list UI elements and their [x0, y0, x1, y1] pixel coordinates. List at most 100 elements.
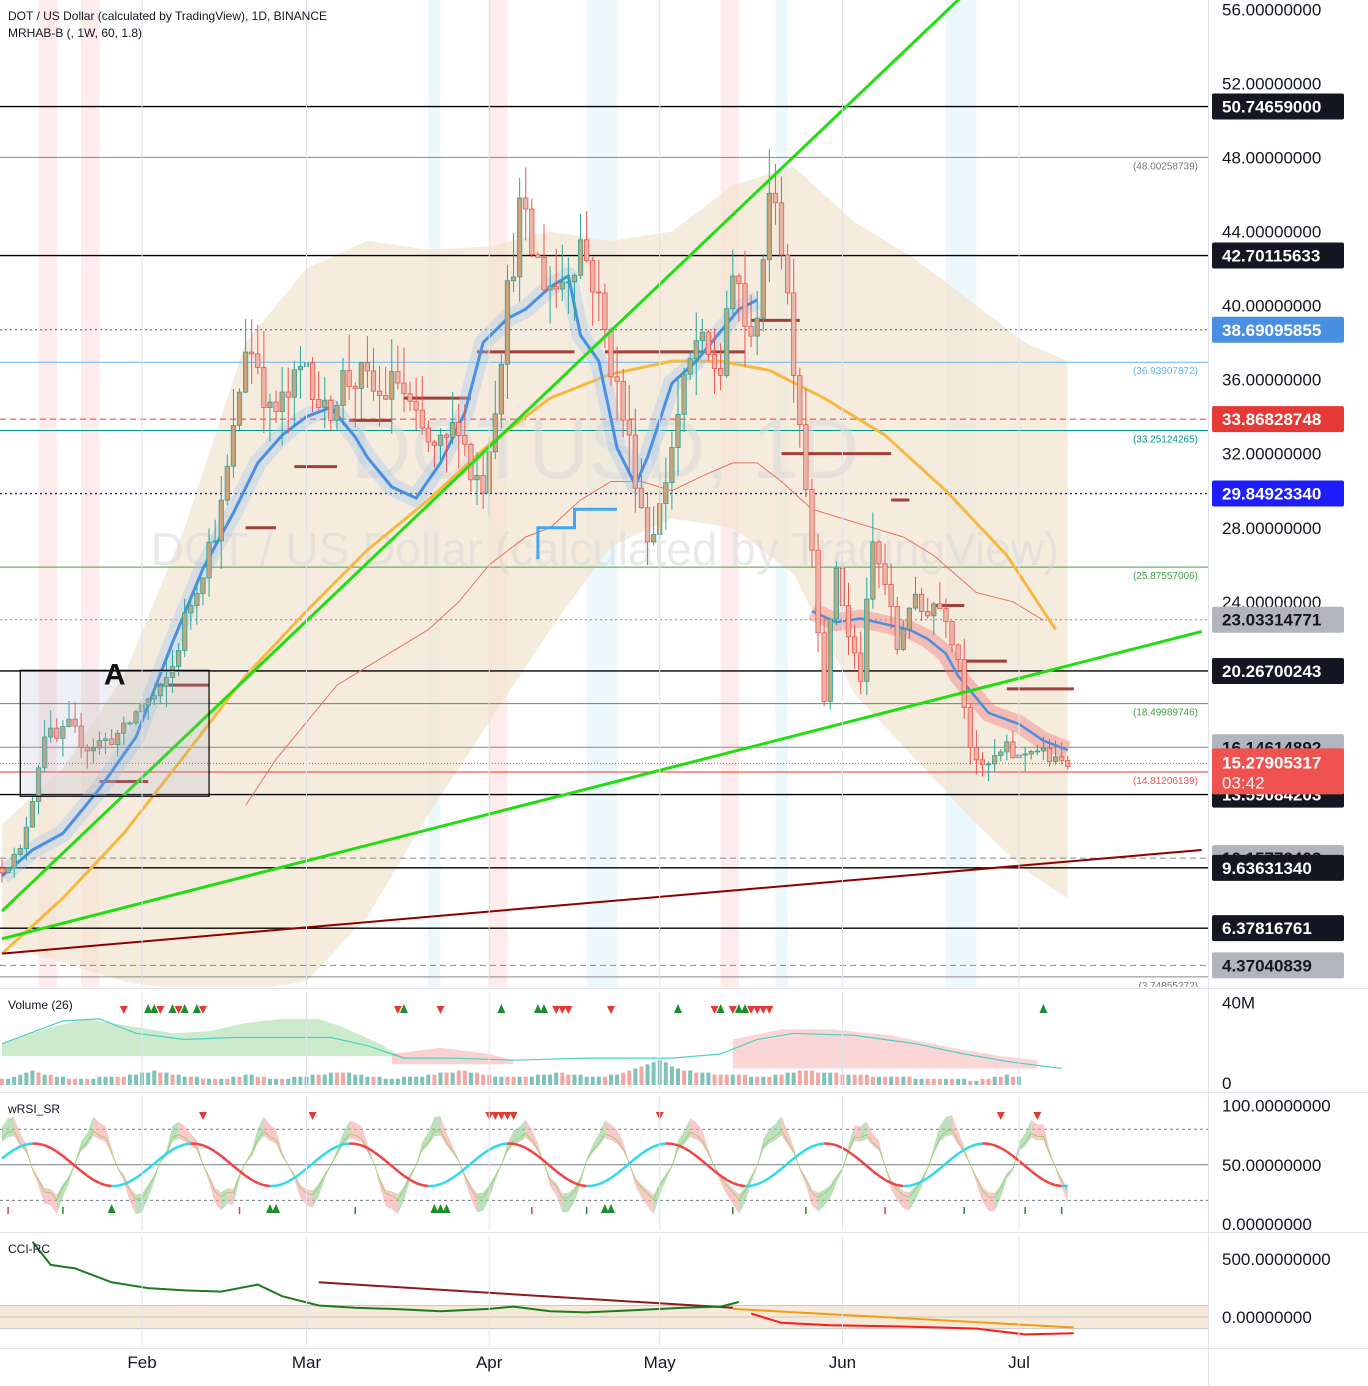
wrsi-signal	[786, 1157, 795, 1165]
wrsi-signal	[68, 1159, 76, 1167]
price-pane[interactable]: (48.00258739) (36.93907872) (33.25124265) (…	[0, 0, 1208, 992]
price-level-value: 23.03314771	[1222, 611, 1321, 630]
time-axis[interactable]: Feb Mar Apr May Jun Jul	[127, 0, 1030, 1372]
volume-bar	[24, 1072, 29, 1085]
cci-pane[interactable]	[0, 1241, 1208, 1336]
cci-green-line	[31, 1241, 740, 1314]
wrsi-signal	[476, 1152, 484, 1160]
volume-up-marker	[1039, 1004, 1048, 1013]
price-tick-label: 48.00000000	[1222, 148, 1321, 167]
wrsi-tick-label: 0.00000000	[1222, 1215, 1312, 1234]
volume-axis[interactable]: 40M 0	[1222, 993, 1255, 1093]
volume-bar	[578, 1074, 583, 1085]
volume-bar	[615, 1074, 620, 1085]
candle-body	[340, 370, 346, 406]
wrsi-bottom-marker	[607, 1204, 615, 1213]
wrsi-ribbon	[1000, 1173, 1007, 1198]
trendlines[interactable]	[0, 0, 1203, 955]
volume-bar	[146, 1072, 151, 1085]
candle-body	[90, 747, 96, 752]
wrsi-ribbon	[300, 1184, 307, 1206]
cci-tick-label: 500.00000000	[1222, 1250, 1331, 1269]
volume-bar	[316, 1074, 321, 1085]
wrsi-signal	[707, 1165, 716, 1173]
wrsi-signal	[878, 1174, 886, 1181]
volume-bar	[767, 1076, 772, 1085]
candle-body	[596, 291, 602, 294]
volume-bar	[377, 1076, 382, 1085]
cci-axis[interactable]: 500.00000000 0.00000000	[1222, 1250, 1331, 1327]
candle-body	[1004, 741, 1010, 753]
candle-body	[553, 286, 559, 290]
annotation-box-a[interactable]	[19, 669, 210, 797]
wrsi-axis[interactable]: 100.00000000 50.00000000 0.00000000	[1222, 1096, 1331, 1234]
wrsi-signal	[74, 1165, 82, 1173]
volume-bar	[675, 1068, 680, 1085]
candle-body	[705, 331, 712, 355]
volume-bar	[170, 1074, 175, 1085]
wrsi-signal	[969, 1143, 977, 1148]
wrsi-signal	[220, 1155, 229, 1162]
wrsi-ribbon	[452, 1145, 459, 1162]
wrsi-signal	[932, 1167, 941, 1175]
volume-up-marker	[180, 1004, 189, 1013]
wrsi-signal	[592, 1183, 600, 1187]
volume-bar	[609, 1074, 613, 1085]
wrsi-ribbon	[56, 1183, 63, 1215]
wrsi-pane[interactable]	[0, 1112, 1208, 1215]
wrsi-ribbon	[744, 1175, 752, 1203]
candle-body	[334, 404, 340, 421]
volume-pane[interactable]	[0, 1004, 1062, 1085]
annotation-label-a: A	[104, 658, 126, 691]
month-label: Feb	[127, 1353, 156, 1372]
wrsi-ribbon	[81, 1132, 88, 1151]
volume-bar	[822, 1072, 827, 1085]
watermark-name: DOT / US Dollar (calculated by TradingVi…	[151, 523, 1059, 575]
wrsi-ribbon	[26, 1144, 33, 1171]
volume-bar	[943, 1078, 948, 1085]
wrsi-ribbon	[958, 1131, 965, 1154]
wrsi-signal	[1030, 1170, 1039, 1177]
volume-bar	[505, 1076, 510, 1085]
wrsi-ribbon	[379, 1177, 386, 1206]
wrsi-ribbon	[836, 1168, 843, 1184]
volume-bar	[627, 1070, 632, 1085]
volume-bar	[274, 1078, 279, 1085]
volume-bar	[30, 1070, 35, 1085]
wrsi-ribbon	[623, 1141, 630, 1164]
candle-body	[5, 867, 11, 874]
candle-body	[608, 329, 614, 378]
wrsi-signal	[7, 1148, 15, 1155]
wrsi-ribbon	[245, 1150, 252, 1163]
wrsi-signal	[263, 1183, 271, 1188]
wrsi-ribbon	[142, 1184, 149, 1213]
price-level-value: 20.26700243	[1222, 662, 1321, 681]
volume-bar	[517, 1076, 522, 1085]
candle-body	[571, 274, 578, 283]
volume-bar	[876, 1076, 881, 1085]
wrsi-ribbon	[501, 1143, 508, 1165]
candle-body	[925, 611, 931, 617]
candle-body	[358, 362, 364, 389]
wrsi-signal	[513, 1142, 520, 1147]
wrsi-ribbon	[799, 1167, 806, 1186]
price-axis[interactable]: 56.00000000 52.00000000 48.00000000 44.0000…	[0, 0, 1344, 979]
volume-bar	[907, 1076, 912, 1085]
wrsi-ribbon	[696, 1122, 703, 1145]
wrsi-signal	[397, 1170, 405, 1177]
candle-body	[328, 399, 334, 421]
candle-body	[224, 465, 230, 501]
volume-down-marker	[607, 1006, 615, 1014]
wrsi-ribbon	[531, 1129, 538, 1152]
candle-body	[498, 363, 504, 415]
wrsi-ribbon	[1061, 1178, 1068, 1203]
wrsi-ribbon	[184, 1126, 191, 1147]
candle-body	[206, 541, 212, 579]
candle-body	[279, 391, 285, 413]
candle-body	[255, 353, 261, 368]
wrsi-signal	[409, 1178, 417, 1185]
volume-bar	[694, 1072, 699, 1085]
volume-bar	[328, 1072, 333, 1085]
volume-bar	[682, 1070, 687, 1085]
candle-body	[815, 549, 821, 634]
